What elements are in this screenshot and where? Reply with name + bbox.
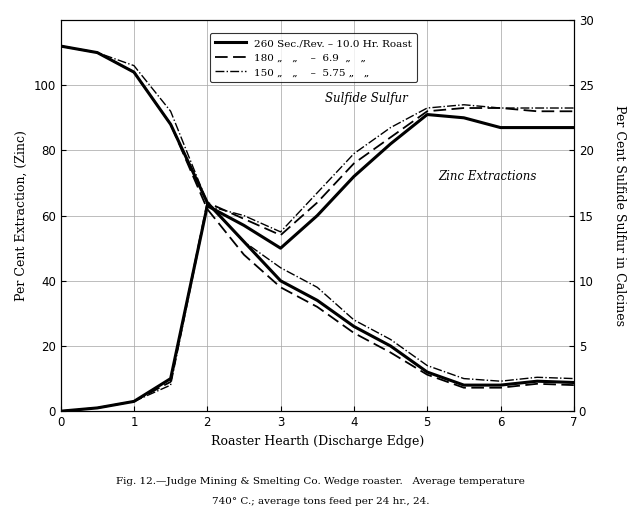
Text: Fig. 12.—Judge Mining & Smelting Co. Wedge roaster.   Average temperature: Fig. 12.—Judge Mining & Smelting Co. Wed… <box>116 476 525 486</box>
Text: Sulfide Sulfur: Sulfide Sulfur <box>324 91 407 105</box>
Text: Zinc Extractions: Zinc Extractions <box>438 170 537 183</box>
X-axis label: Roaster Hearth (Discharge Edge): Roaster Hearth (Discharge Edge) <box>211 435 424 448</box>
Y-axis label: Per Cent Extraction, (Zinc): Per Cent Extraction, (Zinc) <box>15 130 28 301</box>
Y-axis label: Per Cent Sulfide Sulfur in Calcines: Per Cent Sulfide Sulfur in Calcines <box>613 105 626 326</box>
Text: 740° C.; average tons feed per 24 hr., 24.: 740° C.; average tons feed per 24 hr., 2… <box>212 497 429 506</box>
Legend: 260 Sec./Rev. – 10.0 Hr. Roast, 180 „   „    –  6.9  „   „, 150 „   „    –  5.75: 260 Sec./Rev. – 10.0 Hr. Roast, 180 „ „ … <box>210 33 417 82</box>
